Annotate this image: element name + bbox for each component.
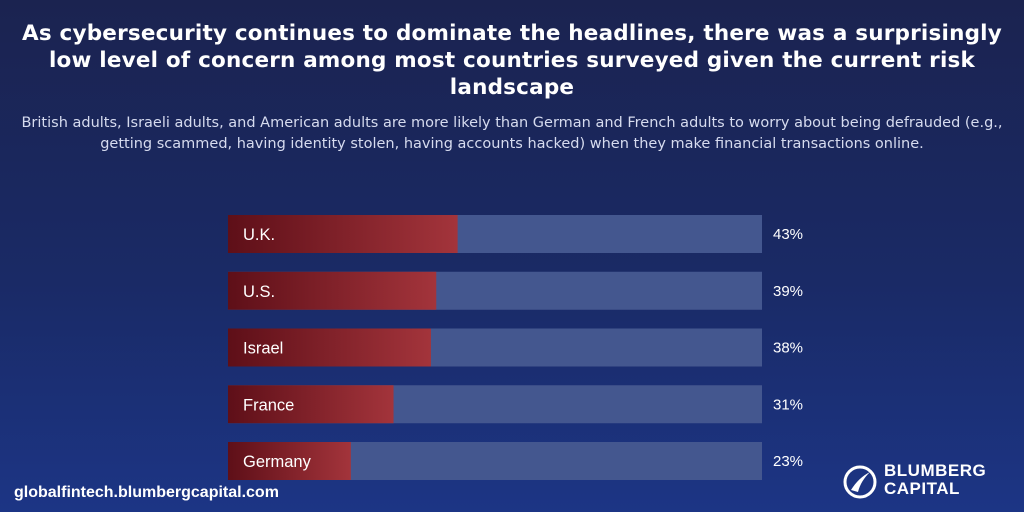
footer-url[interactable]: globalfintech.blumbergcapital.com <box>14 484 279 501</box>
bar-u-s <box>228 271 437 310</box>
value-label-u-s: 39% <box>773 283 803 300</box>
bar-label-israel: Israel <box>243 340 283 358</box>
logo-line-1: BLUMBERG <box>884 461 987 480</box>
bar-label-france: France <box>243 396 294 414</box>
value-label-u-k: 43% <box>773 226 803 243</box>
value-label-france: 31% <box>773 396 803 413</box>
bar-u-k <box>228 215 458 253</box>
value-label-germany: 23% <box>773 453 803 470</box>
bar-label-u-k: U.K. <box>243 226 275 244</box>
bar-label-u-s: U.S. <box>243 283 275 301</box>
bar-germany <box>228 442 351 480</box>
page-title: As cybersecurity continues to dominate t… <box>22 21 1002 100</box>
logo-wordmark: BLUMBERG CAPITAL <box>884 462 986 498</box>
blumberg-logo-icon <box>843 465 877 499</box>
bar-israel <box>228 328 431 367</box>
logo-line-2: CAPITAL <box>884 479 960 498</box>
bar-france <box>228 385 394 424</box>
value-label-israel: 38% <box>773 340 803 357</box>
blumberg-capital-logo: BLUMBERG CAPITAL <box>842 462 1017 502</box>
page-subtitle: British adults, Israeli adults, and Amer… <box>21 115 1003 152</box>
bar-label-germany: Germany <box>243 453 312 471</box>
